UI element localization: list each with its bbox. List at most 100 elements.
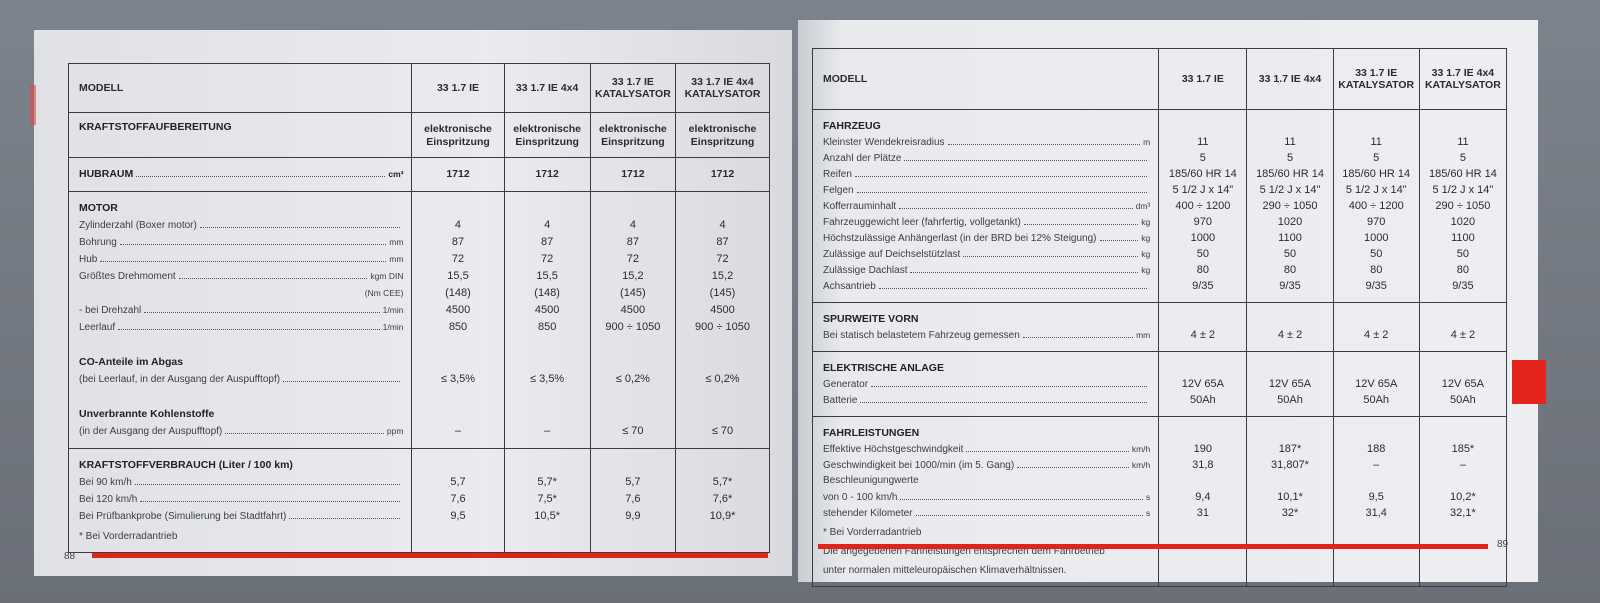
label-line: Bei Prüfbankprobe (Simulierung bei Stadt… [79, 508, 403, 525]
unit: mm [1136, 330, 1151, 340]
spec-section: MOTOR Zylinderzahl (Boxer motor) Bohrung mm… [69, 191, 769, 448]
dot-leader [100, 251, 387, 262]
cell-value: 72 [541, 253, 554, 265]
cell-value: 50 [1283, 248, 1297, 260]
cell-value [1334, 311, 1419, 327]
row-label-text: KRAFTSTOFFAUFBEREITUNG [79, 121, 232, 133]
cell-value: 9,9 [625, 510, 641, 522]
column-header: 33 1.7 IE 4x4 [503, 64, 590, 112]
cell-value [1420, 311, 1506, 327]
row-label-text: Bei statisch belastetem Fahrzeug gemesse… [823, 330, 1020, 341]
column-header: 33 1.7 IE KATALYSATOR [589, 64, 675, 112]
cell-value: 4 [454, 219, 462, 231]
cell-value: (145) [709, 287, 736, 299]
value-column: 1712 [589, 158, 675, 191]
row-label-text: Zulässige auf Deichselstützlast [823, 249, 961, 260]
cell-value: 32,1* [1450, 507, 1476, 519]
cell-value [1420, 425, 1506, 441]
label-line: - bei Drehzahl 1/min [79, 302, 403, 319]
cell-value: 7,6 [625, 493, 641, 505]
row-label: Geschwindigkeit bei 1000/min (im 5. Gang… [823, 457, 1150, 473]
label-column: FAHRZEUG Kleinster Wendekreisradius m Anzah… [813, 110, 1158, 302]
cell-value: 9,5 [450, 510, 466, 522]
unit: km/h [1131, 444, 1151, 454]
label-column: KRAFTSTOFFVERBRAUCH (Liter / 100 km) Bei … [69, 449, 411, 552]
cell-value [1420, 473, 1506, 489]
cell-value [1159, 311, 1246, 327]
row-label-text: KRAFTSTOFFVERBRAUCH (Liter / 100 km) [79, 459, 293, 471]
label-line: Zylinderzahl (Boxer motor) [79, 217, 403, 234]
cell-value: 5 [1373, 152, 1380, 164]
spec-section: KRAFTSTOFFAUFBEREITUNG elektronische Eins… [69, 112, 769, 157]
label-line: Geschwindigkeit bei 1000/min (im 5. Gang… [823, 457, 1150, 474]
dot-leader [1017, 457, 1129, 468]
value-column: 4 ± 2 [1332, 303, 1419, 351]
row-label: Fahrzeuggewicht leer (fahrfertig, vollge… [823, 214, 1150, 230]
red-index-tab [1512, 360, 1546, 404]
unit: kg [1141, 265, 1151, 275]
page-edge-marker [30, 85, 36, 125]
label-line: von 0 - 100 km/h s [823, 489, 1150, 506]
dot-leader [871, 376, 1148, 387]
header-row: MODELL 33 1.7 IE 33 1.7 IE 4x4 33 1.7 IE KA… [69, 64, 769, 112]
label-line: KRAFTSTOFFAUFBEREITUNG [79, 121, 403, 134]
spec-section: KRAFTSTOFFVERBRAUCH (Liter / 100 km) Bei … [69, 448, 769, 552]
column-header: 33 1.7 IE [1158, 49, 1246, 109]
unit: kg [1141, 233, 1151, 243]
cell-value: (148) [534, 287, 560, 299]
cell-value: 12V 65A [1355, 378, 1398, 390]
cell-value: 12V 65A [1268, 378, 1312, 390]
label-line: Bei 120 km/h [79, 491, 403, 508]
label-line: Kleinster Wendekreisradius m [823, 134, 1150, 151]
cell-value: 1712 [446, 168, 470, 180]
cell-value: 185* [1451, 443, 1475, 455]
cell-value [676, 406, 769, 423]
label-line: Effektive Höchstgeschwindgkeit km/h [823, 441, 1150, 458]
label-line: Batterie [823, 392, 1150, 409]
left-page [34, 30, 792, 576]
row-label: Zulässige auf Deichselstützlast kg [823, 246, 1150, 262]
cell-value: 1712 [535, 168, 559, 180]
cell-value: 1000 [1363, 232, 1389, 244]
cell-value [1247, 473, 1332, 489]
label-line: Unverbrannte Kohlenstoffe [79, 406, 403, 423]
label-column: ELEKTRISCHE ANLAGE Generator Batterie [813, 352, 1158, 416]
dot-leader [1099, 230, 1139, 241]
row-label-text: SPURWEITE VORN [823, 313, 919, 325]
cell-value [1334, 425, 1419, 441]
row-label-text: Bei 90 km/h [79, 477, 132, 488]
cell-value: 72 [451, 253, 465, 265]
row-label-text: FAHRLEISTUNGEN [823, 427, 920, 439]
row-label-text: - bei Drehzahl [79, 305, 142, 316]
row-label-text: Zulässige Dachlast [823, 265, 908, 276]
cell-value: 50Ah [1277, 394, 1303, 406]
cell-value: 1712 [710, 168, 735, 180]
cell-value: 4 [544, 219, 551, 231]
column-header: 33 1.7 IE KATALYSATOR [1332, 49, 1419, 109]
row-label: MOTOR [79, 200, 403, 217]
spec-section: HUBRAUM cm³ 1712 1712 1712 1712 [69, 157, 769, 191]
page-number-right: 89 [1497, 539, 1509, 550]
cell-value: 50Ah [1450, 394, 1476, 406]
row-label: Achsantrieb [823, 278, 1150, 294]
cell-value: 50 [1370, 248, 1383, 260]
cell-value [1247, 425, 1332, 441]
row-label-text: Beschleunigungwerte [823, 475, 919, 486]
red-rule-right [818, 544, 1488, 549]
cell-value: 12V 65A [1441, 378, 1484, 390]
cell-value: 1020 [1277, 216, 1303, 228]
row-label: CO-Anteile im Abgas [79, 354, 403, 371]
cell-value: 15,2 [622, 270, 644, 282]
unit: dm³ [1135, 201, 1151, 211]
row-label: stehender Kilometer s [823, 505, 1150, 521]
dot-leader [289, 508, 401, 519]
cell-value: 31,8 [1192, 459, 1214, 471]
row-label-text: von 0 - 100 km/h [823, 492, 898, 503]
cell-value: 31 [1196, 507, 1209, 519]
unit: kg [1141, 217, 1151, 227]
cell-value: 185/60 HR 14 [1342, 168, 1411, 180]
cell-value [1159, 473, 1246, 489]
spec-table-right: MODELL 33 1.7 IE 33 1.7 IE 4x4 33 1.7 IE KA… [812, 48, 1507, 587]
label-line: MOTOR [79, 200, 403, 217]
label-line: Hub mm [79, 251, 403, 268]
